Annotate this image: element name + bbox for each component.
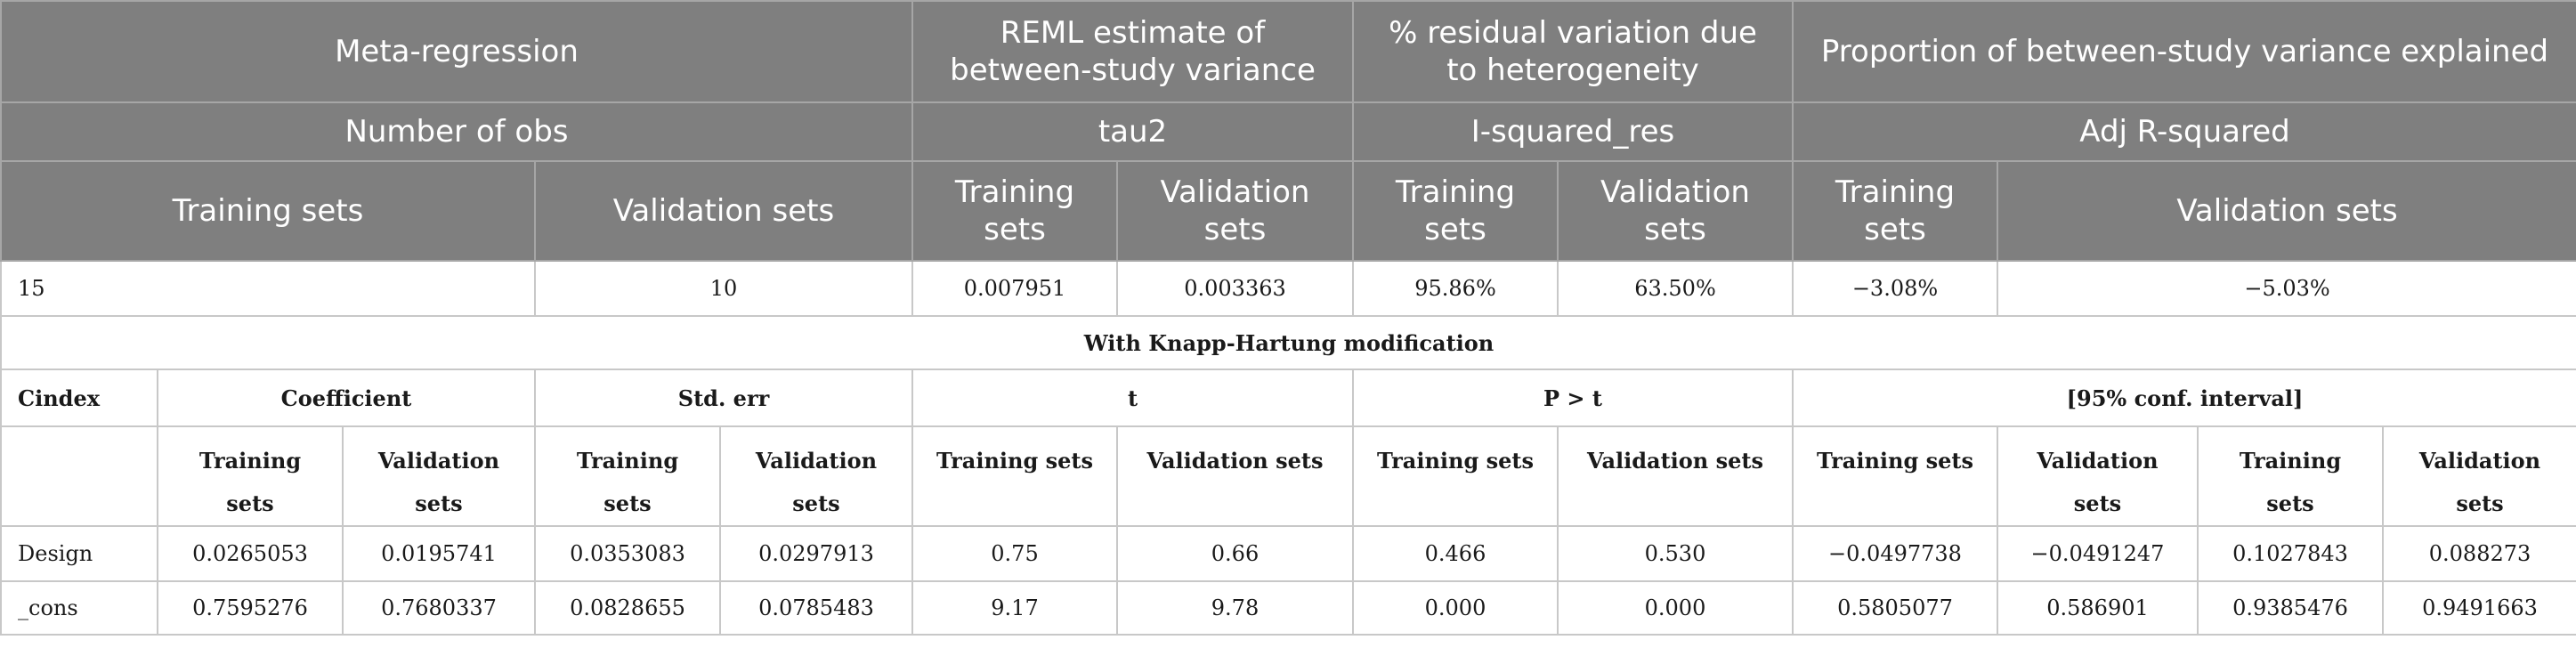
col-cindex: Cindex: [0, 369, 158, 427]
cell-value: −0.0491247: [1997, 525, 2199, 582]
cell-value: 9.17: [911, 580, 1118, 636]
num-obs-training: 15: [0, 260, 536, 317]
cell-value: 0.000: [1557, 580, 1794, 636]
cell-value: 0.0195741: [342, 525, 536, 582]
tau2-training: 0.007951: [911, 260, 1118, 317]
cell-value: 0.466: [1352, 525, 1559, 582]
header-i2-validation: Validation sets: [1557, 160, 1794, 262]
sub-p-training: Training sets: [1352, 425, 1559, 527]
adjr2-validation: −5.03%: [1996, 260, 2576, 317]
cell-value: 0.7595276: [157, 580, 344, 636]
table-row: Design 0.0265053 0.0195741 0.0353083 0.0…: [0, 525, 2576, 582]
sub-p-validation: Validation sets: [1557, 425, 1794, 527]
sub-coef-training: Training sets: [157, 425, 344, 527]
cell-value: 0.5805077: [1792, 580, 1998, 636]
header-row-1: Meta-regression REML estimate of between…: [0, 0, 2576, 103]
header-i2-training: Training sets: [1352, 160, 1559, 262]
col-p: P > t: [1352, 369, 1794, 427]
cell-value: 0.088273: [2381, 525, 2576, 582]
tau2-validation: 0.003363: [1116, 260, 1354, 317]
header-meta-regression: Meta-regression: [0, 0, 913, 103]
header-reml: REML estimate of between-study variance: [911, 0, 1354, 103]
adjr2-training: −3.08%: [1792, 260, 1998, 317]
num-obs-validation: 10: [534, 260, 913, 317]
table-row: _cons 0.7595276 0.7680337 0.0828655 0.07…: [0, 580, 2576, 636]
i2-validation: 63.50%: [1557, 260, 1794, 317]
header-i-squared: I-squared_res: [1352, 101, 1794, 162]
cell-value: 0.586901: [1997, 580, 2199, 636]
cell-value: 0.0297913: [719, 525, 913, 582]
sub-t-training: Training sets: [911, 425, 1118, 527]
header-obs-training: Training sets: [0, 160, 536, 262]
row-label: Design: [0, 525, 158, 582]
sub-stderr-validation: Validation sets: [719, 425, 913, 527]
header-obs-validation: Validation sets: [534, 160, 913, 262]
sub-stderr-training: Training sets: [534, 425, 721, 527]
cell-value: 0.0785483: [719, 580, 913, 636]
i2-training: 95.86%: [1352, 260, 1559, 317]
sub-ci-low-validation: Validation sets: [1997, 425, 2199, 527]
sub-ci-low-training: Training sets: [1792, 425, 1998, 527]
row-label: _cons: [0, 580, 158, 636]
coef-subheader-row: Training sets Validation sets Training s…: [0, 425, 2576, 527]
cell-value: −0.0497738: [1792, 525, 1998, 582]
header-tau2-training: Training sets: [911, 160, 1118, 262]
header-number-of-obs: Number of obs: [0, 101, 913, 162]
col-coefficient: Coefficient: [157, 369, 536, 427]
header-adjr2-training: Training sets: [1792, 160, 1998, 262]
sub-ci-high-validation: Validation sets: [2381, 425, 2576, 527]
header-adj-r-squared: Adj R-squared: [1791, 101, 2576, 162]
header-proportion-explained: Proportion of between-study variance exp…: [1791, 0, 2576, 103]
col-t: t: [911, 369, 1354, 427]
coef-header-row: Cindex Coefficient Std. err t P > t [95%…: [0, 369, 2576, 427]
header-residual-variation: % residual variation due to heterogeneit…: [1352, 0, 1794, 103]
header-adjr2-validation: Validation sets: [1996, 160, 2576, 262]
knapp-hartung-row: With Knapp-Hartung modification: [0, 315, 2576, 370]
cell-value: 0.75: [911, 525, 1118, 582]
cell-value: 0.0828655: [534, 580, 721, 636]
sub-ci-high-training: Training sets: [2197, 425, 2384, 527]
header-row-3: Training sets Validation sets Training s…: [0, 160, 2576, 262]
sub-coef-validation: Validation sets: [342, 425, 536, 527]
cell-value: 0.9491663: [2381, 580, 2576, 636]
cell-value: 0.000: [1352, 580, 1559, 636]
header-tau2-validation: Validation sets: [1116, 160, 1354, 262]
cell-value: 0.9385476: [2197, 580, 2384, 636]
cell-value: 0.66: [1116, 525, 1354, 582]
subheader-empty: [0, 425, 158, 527]
cell-value: 0.0265053: [157, 525, 344, 582]
summary-row: 15 10 0.007951 0.003363 95.86% 63.50% −3…: [0, 260, 2576, 317]
cell-value: 0.1027843: [2197, 525, 2384, 582]
cell-value: 0.7680337: [342, 580, 536, 636]
col-conf-interval: [95% conf. interval]: [1791, 369, 2576, 427]
cell-value: 0.0353083: [534, 525, 721, 582]
header-tau2: tau2: [911, 101, 1354, 162]
cell-value: 0.530: [1557, 525, 1794, 582]
sub-t-validation: Validation sets: [1116, 425, 1354, 527]
cell-value: 9.78: [1116, 580, 1354, 636]
header-row-2: Number of obs tau2 I-squared_res Adj R-s…: [0, 101, 2576, 162]
col-std-err: Std. err: [534, 369, 913, 427]
knapp-hartung-title: With Knapp-Hartung modification: [0, 315, 2576, 370]
